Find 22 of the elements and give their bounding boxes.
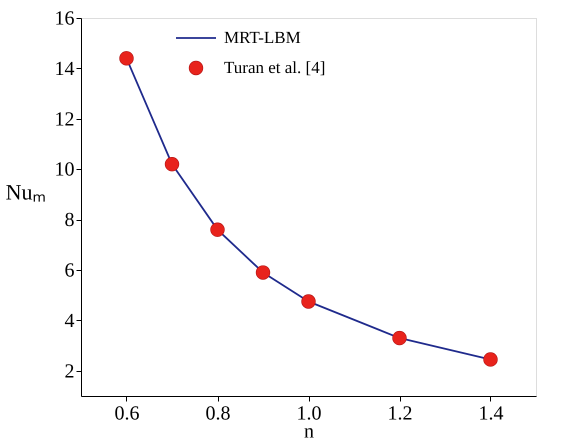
point (301, 294, 316, 309)
legend-label: Turan et al. [4] (224, 58, 326, 77)
y-tick-label: 2 (64, 360, 74, 382)
point (392, 330, 407, 346)
y-tick-label: 14 (54, 58, 74, 80)
y-tick-label: 6 (64, 260, 74, 282)
point (210, 222, 225, 237)
y-tick-label: 10 (54, 158, 74, 181)
y-axis-title: Nuₘ (6, 179, 46, 204)
point (256, 265, 270, 280)
y-tick-label: 8 (64, 209, 74, 232)
x-tick-label: 0.8 (206, 402, 230, 424)
legend-label: MRT-LBM (224, 28, 301, 47)
x-tick-label: 0.6 (114, 402, 140, 424)
x-tick-label: 1.4 (478, 402, 504, 424)
point (164, 156, 180, 172)
point (119, 51, 134, 66)
y-tick-label: 16 (54, 8, 74, 30)
y-tick-label: 4 (64, 310, 74, 332)
point (483, 352, 498, 367)
y-tick-label: 12 (54, 108, 74, 130)
x-tick-label: 1.2 (388, 402, 412, 424)
